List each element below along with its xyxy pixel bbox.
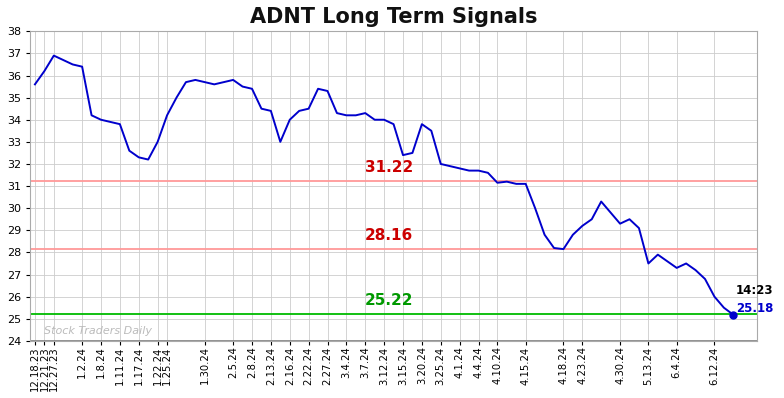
Text: 14:23: 14:23: [736, 284, 774, 297]
Text: 31.22: 31.22: [365, 160, 413, 175]
Text: 25.18: 25.18: [736, 302, 774, 315]
Text: Stock Traders Daily: Stock Traders Daily: [45, 326, 152, 336]
Title: ADNT Long Term Signals: ADNT Long Term Signals: [250, 7, 537, 27]
Text: 28.16: 28.16: [365, 228, 413, 243]
Text: 25.22: 25.22: [365, 293, 413, 308]
